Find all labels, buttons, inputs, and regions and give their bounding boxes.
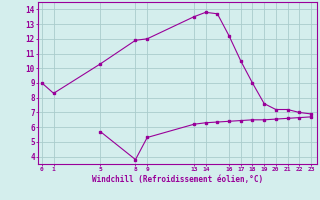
- X-axis label: Windchill (Refroidissement éolien,°C): Windchill (Refroidissement éolien,°C): [92, 175, 263, 184]
